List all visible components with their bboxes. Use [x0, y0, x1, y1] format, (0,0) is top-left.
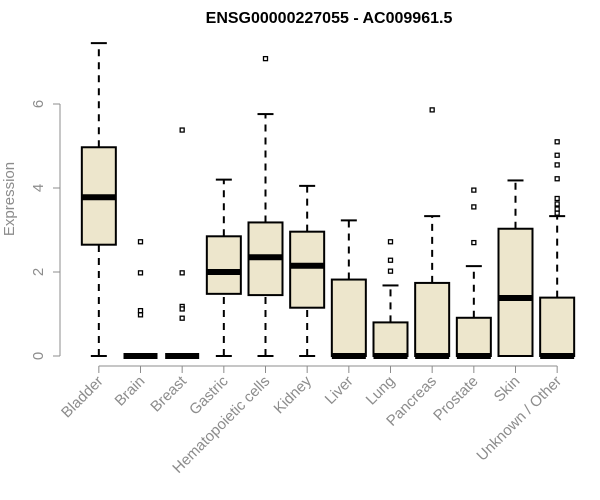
- outlier-point: [387, 268, 394, 274]
- outlier-point: [387, 239, 394, 245]
- box-gastric: [205, 178, 242, 357]
- outlier-point: [429, 107, 435, 113]
- outlier-point: [387, 257, 394, 263]
- box-hematopoietic-cells: [247, 55, 284, 357]
- box-lung: [372, 239, 409, 359]
- outlier-point: [179, 306, 185, 312]
- box-bladder: [80, 42, 117, 357]
- outlier-point: [554, 176, 560, 182]
- outlier-point: [554, 162, 560, 168]
- box-skin: [497, 179, 534, 358]
- chart-title: ENSG00000227055 - AC009961.5: [206, 10, 453, 27]
- outlier-point: [471, 204, 477, 210]
- outlier-point: [137, 312, 144, 318]
- x-tick-label: Breast: [147, 372, 190, 415]
- outlier-point: [179, 315, 185, 321]
- iqr-box: [455, 316, 492, 357]
- iqr-box: [289, 230, 326, 309]
- outlier-point: [554, 139, 560, 145]
- iqr-box: [497, 227, 534, 358]
- box-breast: [165, 127, 200, 359]
- box-kidney: [289, 184, 326, 357]
- outlier-point: [554, 195, 560, 202]
- y-axis: 0 2 4 6: [30, 100, 61, 360]
- x-tick-label: Prostate: [430, 373, 482, 425]
- y-tick-label: 0: [30, 352, 47, 360]
- box-prostate: [455, 187, 492, 359]
- outlier-point: [179, 127, 185, 133]
- box-liver: [330, 219, 367, 359]
- x-tick-label: Skin: [491, 373, 524, 406]
- outlier-point: [554, 210, 560, 216]
- x-tick-label: Brain: [112, 373, 149, 410]
- outlier-point: [137, 270, 144, 276]
- y-tick-label: 4: [30, 184, 47, 192]
- box-pancreas: [414, 107, 451, 359]
- iqr-box: [372, 321, 409, 357]
- outlier-point: [137, 307, 144, 314]
- iqr-box: [330, 278, 367, 357]
- outlier-point: [471, 187, 477, 193]
- x-tick-label: Bladder: [58, 373, 107, 422]
- y-tick-label: 2: [30, 268, 47, 276]
- x-tick-label: Lung: [363, 373, 399, 409]
- outlier-point: [137, 239, 144, 245]
- box-unknown-other: [539, 139, 576, 359]
- outlier-point: [471, 239, 477, 246]
- outlier-point: [554, 152, 560, 158]
- iqr-box: [205, 235, 242, 295]
- outlier-point: [554, 206, 560, 212]
- y-axis-label: Expression: [1, 162, 18, 236]
- boxes-group: [80, 42, 576, 359]
- outlier-point: [179, 270, 185, 276]
- iqr-box: [539, 296, 576, 357]
- x-tick-label: Liver: [322, 373, 357, 408]
- box-brain: [123, 239, 158, 359]
- x-tick-label: Kidney: [271, 372, 316, 417]
- y-tick-label: 6: [30, 100, 47, 108]
- iqr-box: [414, 281, 451, 358]
- outlier-point: [262, 55, 269, 62]
- outlier-point: [554, 201, 560, 207]
